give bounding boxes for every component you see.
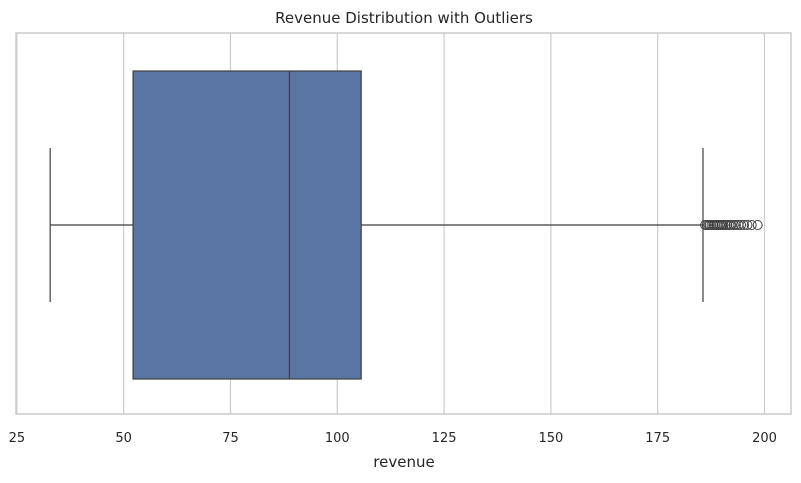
outlier-point-23 (752, 220, 763, 230)
outlier-point-17 (730, 220, 741, 230)
x-tick-labels: 25 50 75 100 125 150 175 200 (9, 431, 777, 446)
x-tick-label-25: 25 (9, 431, 26, 446)
grid-lines (16, 33, 766, 414)
chart-title: Revenue Distribution with Outliers (275, 9, 533, 27)
iqr-box (132, 70, 362, 380)
x-tick-label-125: 125 (432, 431, 457, 446)
box-group (49, 70, 704, 380)
x-tick-label-200: 200 (752, 431, 777, 446)
x-tick-label-75: 75 (222, 431, 239, 446)
plot-frame (15, 32, 792, 415)
outliers-group (700, 220, 763, 230)
x-tick-label-100: 100 (325, 431, 350, 446)
outlier-point-15 (726, 220, 737, 230)
x-tick-label-50: 50 (115, 431, 132, 446)
outlier-point-19 (736, 220, 747, 230)
outlier-point-20 (739, 220, 750, 230)
outlier-point-21 (742, 220, 753, 230)
x-tick-label-175: 175 (645, 431, 670, 446)
x-tick-label-150: 150 (538, 431, 563, 446)
outlier-point-22 (746, 220, 757, 230)
x-axis-label: revenue (373, 453, 434, 471)
